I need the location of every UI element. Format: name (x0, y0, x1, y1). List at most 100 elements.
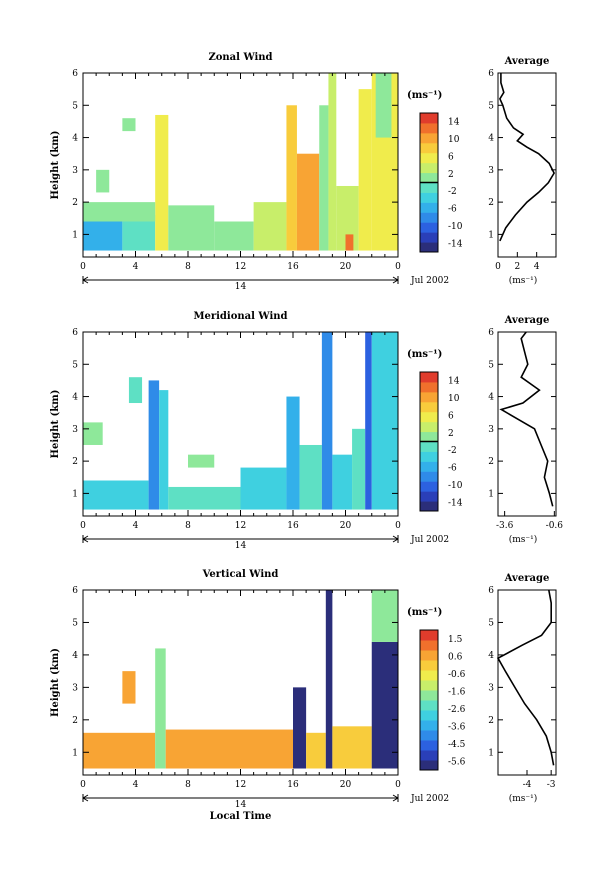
date-bar-arrow (392, 535, 399, 543)
colorbar-swatch (420, 730, 438, 741)
date-bar-arrow (82, 535, 89, 543)
heatmap-cell (319, 105, 329, 251)
colorbar-swatch (420, 122, 438, 134)
heatmap-cell (365, 332, 372, 510)
colorbar-swatch (420, 372, 438, 383)
x-tick-label: 8 (185, 521, 191, 531)
heatmap-cell (83, 202, 156, 222)
x-tick-label: 20 (340, 521, 352, 531)
colorbar-swatch (420, 491, 438, 502)
colorbar-unit: (ms⁻¹) (407, 90, 442, 101)
profile-line (496, 589, 555, 766)
x-tick-label: 0 (395, 262, 401, 272)
colorbar-label: 0.6 (448, 652, 463, 662)
profile-y-tick-label: 5 (488, 618, 494, 628)
profile-x-tick-label: -3.6 (496, 521, 514, 531)
y-tick-label: 3 (72, 683, 78, 693)
profile-x-label: (ms⁻¹) (509, 275, 538, 286)
colorbar-swatch (420, 461, 438, 472)
heatmap-cell (375, 73, 392, 138)
date-bar-arrow (392, 794, 399, 802)
heatmap-cell (168, 486, 241, 510)
panel-title: Meridional Wind (193, 311, 287, 322)
colorbar-swatch (420, 172, 438, 183)
x-tick-label: 20 (340, 780, 352, 790)
heatmap-cell (286, 105, 297, 251)
colorbar-label: -2 (448, 446, 457, 456)
x-tick-label: 12 (235, 780, 246, 790)
heatmap-cell (286, 396, 300, 510)
heatmap-cell (371, 590, 398, 642)
colorbar-label: 14 (448, 377, 460, 387)
colorbar-swatch (420, 471, 438, 482)
colorbar-swatch (420, 152, 438, 164)
x-tick-label: 16 (287, 780, 299, 790)
colorbar-swatch (420, 132, 438, 144)
colorbar-frame (419, 629, 439, 771)
x-tick-label: 0 (80, 262, 86, 272)
y-tick-label: 1 (72, 230, 78, 240)
colorbar-label: 1.5 (448, 635, 463, 645)
colorbar-label: -14 (448, 239, 463, 249)
profile-title: Average (504, 56, 550, 67)
heatmap-cells (83, 332, 398, 510)
colorbar-label: 2 (448, 429, 454, 439)
profile-frame (497, 72, 557, 258)
colorbar-label: 10 (448, 394, 460, 404)
profile-y-tick-label: 5 (488, 360, 494, 370)
y-tick-label: 3 (72, 425, 78, 435)
profile-y-tick-label: 3 (488, 683, 494, 693)
heatmap-cell (214, 221, 254, 251)
colorbar-swatch (420, 242, 438, 253)
y-tick-label: 2 (72, 716, 78, 726)
heatmap-cell (159, 390, 169, 510)
y-tick-label: 1 (72, 489, 78, 499)
heatmap-cell (325, 590, 333, 769)
heatmap-cell (321, 332, 333, 510)
colorbar-swatch (420, 700, 438, 711)
y-tick-label: 5 (72, 360, 78, 370)
colorbar-swatch (420, 690, 438, 701)
colorbar-swatch (420, 162, 438, 174)
heatmap-cell (332, 726, 372, 769)
heatmap-cell (83, 732, 156, 769)
profile-x-label: (ms⁻¹) (509, 793, 538, 804)
x-tick-label: 0 (80, 521, 86, 531)
y-tick-label: 6 (72, 328, 78, 338)
profile-y-tick-label: 3 (488, 166, 494, 176)
colorbar-swatch (420, 650, 438, 661)
y-tick-label: 6 (72, 69, 78, 79)
profile-title: Average (504, 573, 550, 584)
colorbar-swatch (420, 182, 438, 193)
profile-x-tick-label: 0 (495, 262, 501, 272)
date-label: 14 (235, 800, 247, 810)
y-tick-label: 4 (72, 393, 78, 403)
profile-y-tick-label: 2 (488, 457, 494, 467)
colorbar-swatch (420, 391, 438, 403)
y-axis-label: Height (km) (50, 648, 61, 717)
profile-title: Average (504, 315, 550, 326)
colorbar-swatch (420, 192, 438, 203)
profile-y-tick-label: 4 (488, 134, 494, 144)
heatmap-cell (345, 234, 354, 251)
colorbar-label: -0.6 (448, 670, 466, 680)
colorbar-swatch (420, 501, 438, 512)
y-tick-label: 1 (72, 748, 78, 758)
heatmap-cell (83, 480, 149, 510)
colorbar-swatch (420, 710, 438, 721)
colorbar-label: -2.6 (448, 705, 466, 715)
colorbar-swatch (420, 411, 438, 423)
heatmap-cell (293, 687, 307, 769)
profile-y-tick-label: 6 (488, 69, 494, 79)
colorbar-label: 2 (448, 170, 454, 180)
colorbar-unit: (ms⁻¹) (407, 349, 442, 360)
heatmap-cell (155, 648, 166, 769)
colorbar-swatch (420, 451, 438, 462)
heatmap-cell (83, 221, 123, 251)
colorbar-swatch (420, 232, 438, 243)
x-tick-label: 0 (395, 521, 401, 531)
colorbar-label: 10 (448, 135, 460, 145)
colorbar-swatch (420, 431, 438, 442)
